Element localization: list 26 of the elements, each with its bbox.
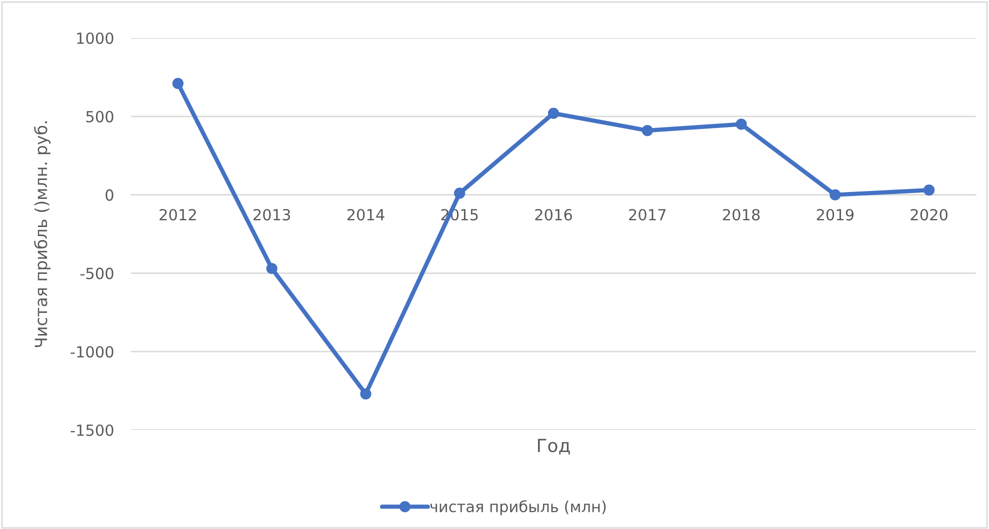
x-axis-title: Год <box>538 438 570 454</box>
point <box>924 184 935 196</box>
point <box>830 189 841 200</box>
point <box>266 262 278 274</box>
y-tick-label: 1000 <box>77 32 114 44</box>
y-tick-label: -1000 <box>70 346 114 358</box>
legend-label: чистая прибыль (млн) <box>430 500 606 516</box>
y-tick-label: -1500 <box>70 424 114 436</box>
y-tick-label: 500 <box>86 110 114 122</box>
x-tick-label: 2013 <box>254 208 290 221</box>
point <box>454 188 466 199</box>
x-tick-label: 2014 <box>347 208 384 221</box>
x-tick-label: 2016 <box>535 208 572 221</box>
point <box>360 388 372 400</box>
point <box>172 78 184 90</box>
y-tick-label: 0 <box>106 189 114 201</box>
x-tick-label: 2017 <box>629 208 666 221</box>
x-tick-label: 2012 <box>160 208 196 221</box>
y-tick-label: -500 <box>80 268 114 280</box>
x-tick-label: 2020 <box>910 208 948 221</box>
point <box>642 124 653 136</box>
y-axis-title: Чистая прибль ()млн. руб. <box>34 121 50 347</box>
point <box>736 118 747 130</box>
point <box>548 108 560 119</box>
x-tick-label: 2019 <box>816 208 854 221</box>
x-tick-label: 2018 <box>722 208 760 221</box>
